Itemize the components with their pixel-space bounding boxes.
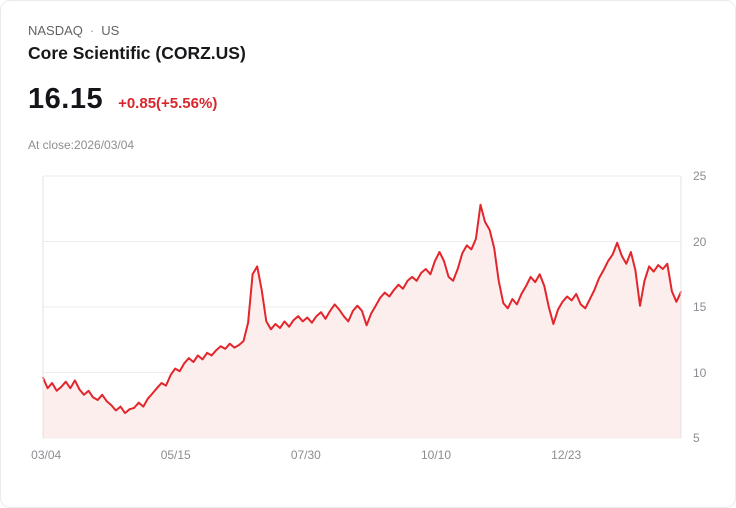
x-axis-label: 12/23 [551, 448, 582, 462]
price-change: +0.85(+5.56%) [118, 95, 218, 112]
y-axis-label: 20 [693, 234, 707, 249]
exchange-row: NASDAQ · US [28, 23, 119, 38]
separator-dot: · [89, 23, 95, 38]
x-axis-label: 03/04 [31, 448, 62, 462]
y-axis-label: 5 [693, 431, 700, 445]
y-axis-label: 25 [693, 169, 707, 183]
last-price: 16.15 [28, 83, 104, 115]
price-area-chart-svg [42, 175, 682, 439]
area-fill [43, 204, 681, 438]
price-row: 16.15 +0.85(+5.56%) [28, 83, 217, 116]
chart-plot-area[interactable] [42, 175, 682, 439]
close-timestamp: At close:2026/03/04 [28, 138, 135, 152]
region-label: US [101, 23, 120, 38]
price-line [42, 203, 682, 415]
y-axis-label: 10 [693, 365, 707, 380]
x-axis-label: 07/30 [290, 448, 321, 462]
stock-title: Core Scientific (CORZ.US) [28, 43, 246, 63]
exchange-label: NASDAQ [28, 23, 83, 38]
x-axis-label: 05/15 [160, 448, 191, 462]
y-axis-label: 15 [693, 300, 707, 314]
x-axis-label: 10/10 [420, 448, 452, 462]
